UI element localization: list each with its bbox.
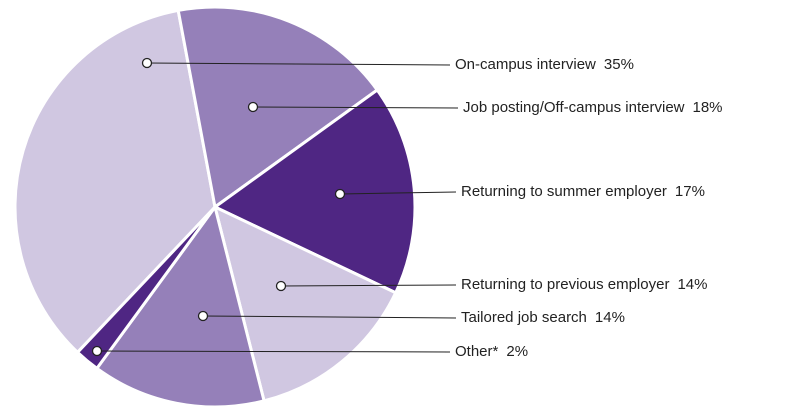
pie-slice	[13, 8, 217, 354]
value-label: 14%	[595, 309, 625, 326]
leader-dot	[197, 310, 209, 322]
slice-label: Returning to previous employer 14%	[461, 276, 707, 293]
category-label: Tailored job search	[461, 309, 587, 326]
slice-label: On-campus interview 35%	[455, 56, 634, 73]
pie-slice	[76, 205, 217, 370]
leader-dot	[334, 188, 346, 200]
leader-line	[252, 106, 459, 109]
slice-label: Tailored job search 14%	[461, 309, 625, 326]
category-label: Returning to previous employer	[461, 276, 669, 293]
pie	[13, 5, 417, 406]
leader-dot	[275, 280, 287, 292]
leader-line	[280, 284, 457, 287]
category-label: Job posting/Off-campus interview	[463, 99, 685, 116]
leader-line	[146, 62, 451, 66]
leader-line	[96, 350, 451, 353]
slice-label: Other* 2%	[455, 343, 528, 360]
pie-slice	[95, 205, 266, 406]
leader-dot	[91, 345, 103, 357]
slice-label: Returning to summer employer 17%	[461, 183, 705, 200]
leader-line	[202, 315, 457, 319]
pie-slice	[213, 205, 398, 403]
value-label: 14%	[677, 276, 707, 293]
value-label: 18%	[693, 99, 723, 116]
category-label: Returning to summer employer	[461, 183, 667, 200]
category-label: Other*	[455, 343, 499, 360]
slice-label: Job posting/Off-campus interview 18%	[463, 99, 723, 116]
leader-dot	[247, 101, 259, 113]
value-label: 17%	[675, 183, 705, 200]
leader-line	[339, 191, 457, 195]
category-label: On-campus interview	[455, 56, 596, 73]
value-label: 2%	[506, 343, 528, 360]
leader-dot	[141, 57, 153, 69]
value-label: 35%	[604, 56, 634, 73]
